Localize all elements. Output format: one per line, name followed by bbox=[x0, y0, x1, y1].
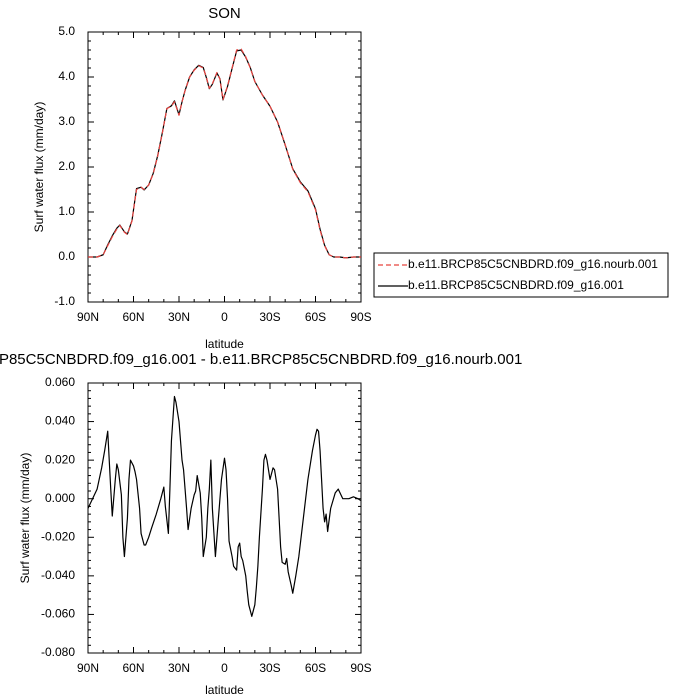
chart-1-x-tick-label: 30N bbox=[168, 310, 190, 324]
chart-2-y-tick-label: -0.080 bbox=[41, 645, 75, 659]
chart-2-x-tick-label: 90N bbox=[77, 661, 99, 675]
chart-2-y-tick-label: -0.060 bbox=[41, 607, 75, 621]
chart-2-x-tick-label: 60S bbox=[305, 661, 326, 675]
chart-1-frame bbox=[87, 31, 362, 303]
chart-1-y-tick-label: 1.0 bbox=[58, 204, 75, 218]
chart-1-x-tick-label: 60S bbox=[305, 310, 326, 324]
chart-2-y-tick-label: 0.040 bbox=[45, 414, 75, 428]
chart-1-legend: b.e11.BRCP85C5CNBDRD.f09_g16.nourb.001 b… bbox=[373, 252, 669, 298]
legend-label-control: b.e11.BRCP85C5CNBDRD.f09_g16.001 bbox=[408, 278, 624, 292]
chart-1-y-tick-label: 5.0 bbox=[58, 24, 75, 38]
chart-2-y-tick-label: 0.020 bbox=[45, 452, 75, 466]
chart-1-y-tick-label: 0.0 bbox=[58, 249, 75, 263]
legend-box bbox=[373, 252, 669, 298]
chart-1-x-tick-label: 30S bbox=[259, 310, 280, 324]
chart-2-plot-area: 90N 60N 30N 0 30S 60S 90S -0.080 -0.060 -0.040 -0.… bbox=[41, 375, 372, 675]
chart-2-frame bbox=[87, 382, 362, 654]
chart-1-x-axis-label: latitude bbox=[205, 337, 244, 351]
chart-2-x-tick-label: 30N bbox=[168, 661, 190, 675]
chart-2-x-tick-label: 60N bbox=[122, 661, 144, 675]
chart-1-y-tick-label: -1.0 bbox=[54, 294, 75, 308]
chart-1-y-axis-label: Surf water flux (mm/day) bbox=[32, 102, 46, 233]
chart-2-x-tick-label: 30S bbox=[259, 661, 280, 675]
chart-2-series-line-1 bbox=[87, 395, 362, 617]
chart-2-y-tick-label: -0.040 bbox=[41, 568, 75, 582]
chart-1-title: SON bbox=[208, 5, 241, 22]
chart-2-y-tick-label: 0.000 bbox=[45, 491, 75, 505]
chart-1-series-line-1 bbox=[88, 48, 361, 259]
chart-1-plot-area: 90N 60N 30N 0 30S 60S 90S -1.0 0.0 1.0 2.0 3.0 4.0 5.… bbox=[54, 24, 371, 324]
chart-2-x-tick-label: 90S bbox=[350, 661, 371, 675]
chart-2-y-axis-label: Surf water flux (mm/day) bbox=[18, 453, 32, 584]
chart-2-x-tick-label: 0 bbox=[221, 661, 228, 675]
chart-1-x-tick-label: 90N bbox=[77, 310, 99, 324]
chart-1-y-tick-label: 4.0 bbox=[58, 69, 75, 83]
chart-1-y-tick-label: 3.0 bbox=[58, 114, 75, 128]
legend-label-nourb: b.e11.BRCP85C5CNBDRD.f09_g16.nourb.001 bbox=[408, 257, 658, 271]
chart-2-y-tick-label: 0.060 bbox=[45, 375, 75, 389]
chart-1-y-tick-label: 2.0 bbox=[58, 159, 75, 173]
chart-2-y-tick-label: -0.020 bbox=[41, 529, 75, 543]
chart-1-x-tick-label: 60N bbox=[122, 310, 144, 324]
chart-2-x-axis-label: latitude bbox=[205, 683, 244, 697]
chart-1-series-line-2 bbox=[88, 49, 361, 259]
chart-1-x-tick-label: 0 bbox=[221, 310, 228, 324]
chart-2-title: b.e11.BRCP85C5CNBDRD.f09_g16.001 - b.e11… bbox=[0, 351, 522, 368]
chart-1-x-tick-label: 90S bbox=[350, 310, 371, 324]
